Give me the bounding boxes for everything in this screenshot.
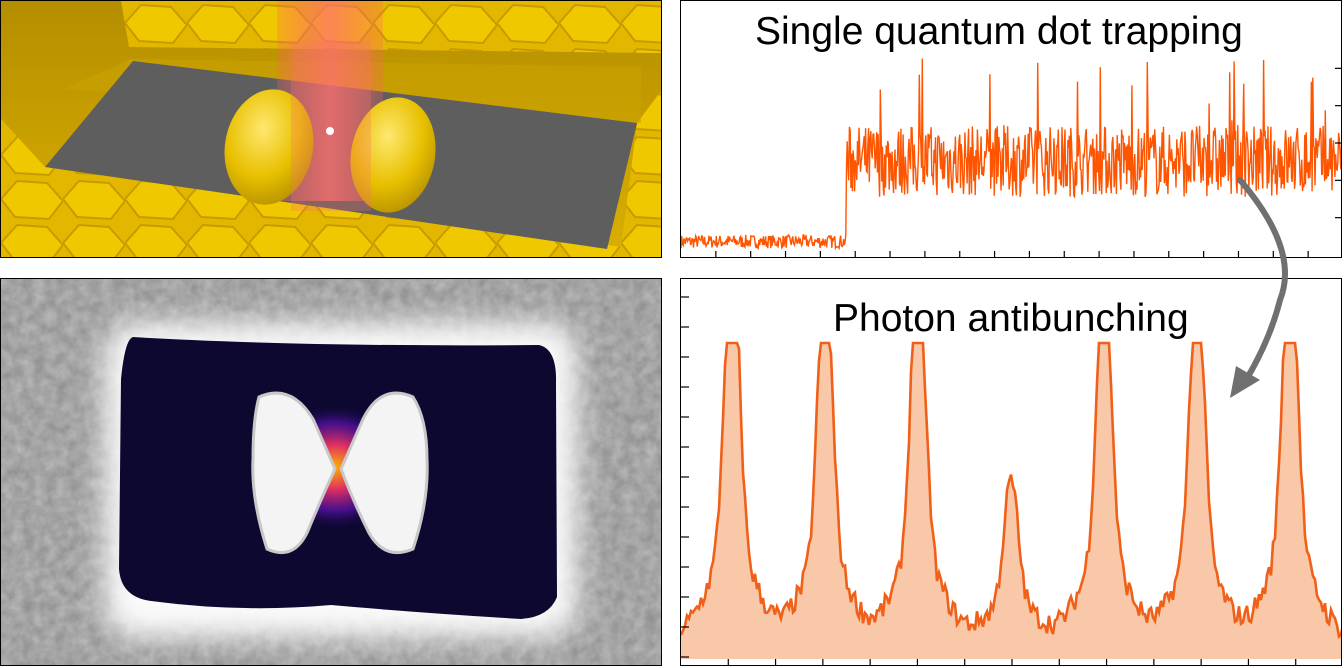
right-antenna (339, 391, 429, 554)
antibunching-line (681, 341, 1341, 640)
antibunching-panel: Photon antibunching (680, 278, 1342, 666)
trap-schematic (1, 1, 661, 257)
left-antenna-lobe (224, 89, 314, 205)
antibunching-title: Photon antibunching (833, 297, 1189, 340)
trapping-trace-chart (681, 58, 1341, 257)
antibunching-chart (681, 296, 1341, 665)
micrograph-panel (0, 278, 662, 666)
trap-schematic-panel (0, 0, 662, 258)
trace-line (681, 58, 1341, 251)
trapping-trace-panel: Single quantum dot trapping (680, 0, 1342, 258)
left-antenna (251, 391, 337, 554)
right-antenna-lobe (350, 97, 436, 213)
quantum-dot (326, 127, 334, 135)
micrograph (1, 279, 661, 665)
trace-title: Single quantum dot trapping (755, 10, 1243, 53)
